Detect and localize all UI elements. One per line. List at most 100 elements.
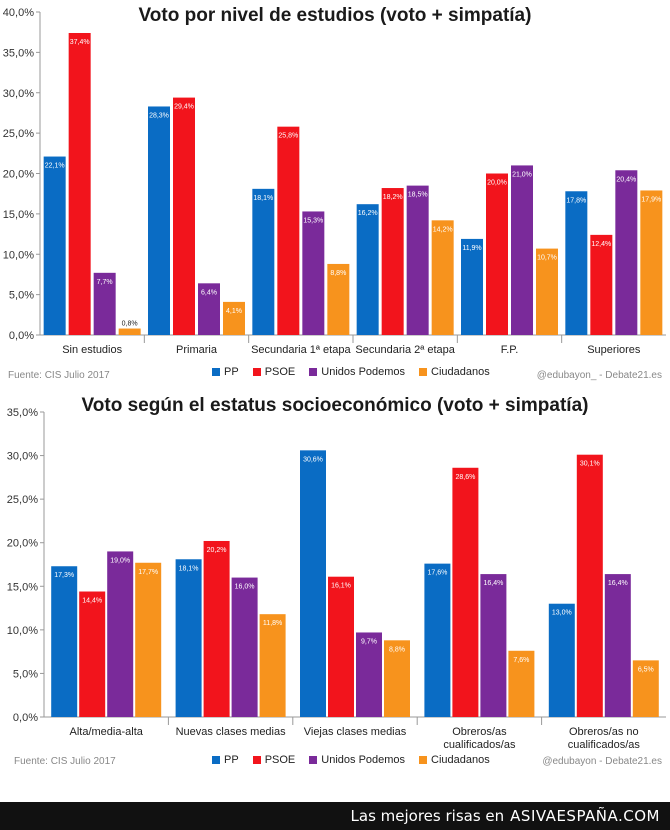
data-label: 0,8%: [122, 321, 138, 328]
bar: [431, 220, 454, 335]
legend: PP PSOE Unidos Podemos Ciudadanos: [212, 366, 490, 378]
y-tick-label: 40,0%: [3, 7, 34, 19]
data-label: 37,4%: [70, 39, 90, 46]
data-label: 12,4%: [591, 241, 611, 248]
data-label: 11,8%: [263, 620, 282, 627]
data-label: 15,3%: [303, 217, 323, 224]
data-label: 16,4%: [483, 580, 503, 587]
bar: [486, 173, 508, 335]
legend-label: Unidos Podemos: [321, 754, 406, 766]
legend-item-psoe: PSOE: [252, 366, 295, 378]
bar: [173, 97, 195, 335]
category-label: Sin estudios: [62, 344, 122, 356]
bar: [640, 190, 663, 335]
data-label: 20,4%: [616, 176, 636, 183]
y-tick-label: 10,0%: [7, 625, 38, 637]
data-label: 18,1%: [179, 565, 199, 572]
bar: [548, 603, 575, 717]
data-label: 9,7%: [361, 638, 377, 645]
chart-education-svg: 0,0% 5,0% 10,0% 15,0% 20,0% 25,0% 30,0% 35,0% 40…: [3, 7, 666, 356]
category-label: Viejas clases medias: [304, 726, 407, 738]
bar: [536, 248, 558, 335]
category-label: Superiores: [587, 344, 641, 356]
data-label: 22,1%: [45, 163, 65, 170]
bar: [302, 211, 325, 335]
bar: [43, 156, 66, 335]
data-label: 7,6%: [513, 657, 529, 664]
data-label: 17,6%: [427, 570, 447, 577]
legend-item-podemos: Unidos Podemos: [309, 754, 405, 766]
data-label: 8,8%: [389, 646, 405, 653]
category-label: Primaria: [176, 344, 218, 356]
category-label: cualificados/as: [568, 739, 641, 751]
y-tick-label: 25,0%: [7, 494, 38, 506]
data-label: 17,3%: [54, 572, 74, 579]
data-label: 6,4%: [201, 289, 217, 296]
data-label: 17,7%: [138, 569, 158, 576]
data-label: 6,5%: [638, 666, 654, 673]
data-label: 17,9%: [641, 196, 661, 203]
data-label: 14,2%: [433, 226, 453, 233]
y-tick-label: 15,0%: [7, 581, 38, 593]
legend-label: PP: [224, 754, 239, 766]
legend-item-pp: PP: [212, 366, 239, 378]
bar: [118, 328, 141, 335]
footer-tagline: Las mejores risas en: [350, 807, 505, 825]
y-tick-label: 5,0%: [9, 290, 34, 302]
data-label: 10,7%: [537, 255, 557, 262]
credit-note: @edubayon - Debate21.es: [542, 756, 662, 767]
legend-label: Unidos Podemos: [321, 366, 406, 378]
legend-item-cs: Ciudadanos: [419, 366, 490, 378]
bar: [384, 640, 410, 717]
legend-swatch-psoe: [252, 756, 261, 764]
data-label: 25,8%: [278, 133, 298, 140]
bar: [328, 576, 354, 717]
legend-swatch-cs: [419, 756, 428, 764]
data-label: 20,2%: [207, 547, 227, 554]
bar: [175, 559, 202, 717]
bar: [576, 454, 603, 717]
legend-item-cs: Ciudadanos: [419, 754, 490, 766]
y-tick-label: 5,0%: [13, 668, 38, 680]
y-tick-label: 0,0%: [13, 712, 38, 724]
bar: [327, 263, 350, 335]
bar: [259, 614, 286, 717]
bar: [198, 283, 220, 335]
bar: [604, 574, 631, 717]
data-label: 28,3%: [149, 112, 169, 119]
bar: [223, 301, 245, 335]
data-label: 14,4%: [82, 598, 102, 605]
chart-socioeconomic-svg: 0,0% 5,0% 10,0% 15,0% 20,0% 25,0% 30,0% 35,0% 17…: [7, 407, 666, 751]
y-tick-label: 20,0%: [3, 169, 34, 181]
bar: [93, 272, 116, 335]
bar: [406, 185, 429, 335]
y-tick-label: 35,0%: [7, 407, 38, 419]
chart-title: Voto por nivel de estudios (voto + simpa…: [138, 5, 532, 26]
y-tick-label: 10,0%: [3, 249, 34, 261]
data-label: 13,0%: [552, 610, 572, 617]
legend-swatch-podemos: [309, 368, 318, 376]
data-label: 7,7%: [97, 279, 113, 286]
bar: [424, 563, 451, 717]
y-tick-label: 20,0%: [7, 538, 38, 550]
data-label: 17,8%: [566, 197, 586, 204]
bar: [51, 566, 78, 717]
legend-swatch-psoe: [252, 368, 261, 376]
category-label: F.P.: [501, 344, 519, 356]
data-label: 16,1%: [331, 583, 351, 590]
bar: [480, 574, 507, 717]
bar: [203, 540, 230, 717]
bar: [615, 170, 638, 335]
bar: [300, 450, 326, 717]
bar: [511, 165, 533, 335]
category-label: Obreros/as: [452, 726, 507, 738]
bar: [590, 234, 613, 335]
data-label: 30,1%: [580, 461, 600, 468]
data-label: 18,2%: [383, 194, 403, 201]
data-label: 28,6%: [455, 474, 475, 481]
bar: [565, 191, 588, 335]
category-label: Obreros/as no: [569, 726, 639, 738]
bar: [356, 632, 382, 717]
legend-swatch-cs: [419, 368, 428, 376]
bar: [277, 126, 300, 335]
